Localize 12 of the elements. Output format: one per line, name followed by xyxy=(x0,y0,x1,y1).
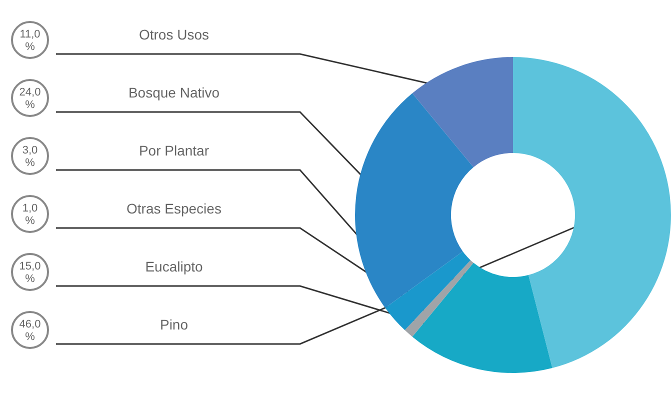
text: 1,0 % xyxy=(22,202,38,227)
text: 24,0 % xyxy=(19,86,41,111)
slice-label: Otros Usos xyxy=(138,26,210,42)
slice-label: Pino xyxy=(160,316,188,332)
text: 46,0 % xyxy=(19,318,41,343)
slice-label: Eucalipto xyxy=(145,258,204,274)
text: 3,0 % xyxy=(22,144,38,169)
text: 11,0 % xyxy=(20,28,40,53)
text: 15,0 % xyxy=(19,260,41,285)
slice-label: Bosque Nativo xyxy=(128,84,220,100)
slice-label: Por Plantar xyxy=(138,142,210,158)
slice-label: Otras Especies xyxy=(126,200,222,216)
